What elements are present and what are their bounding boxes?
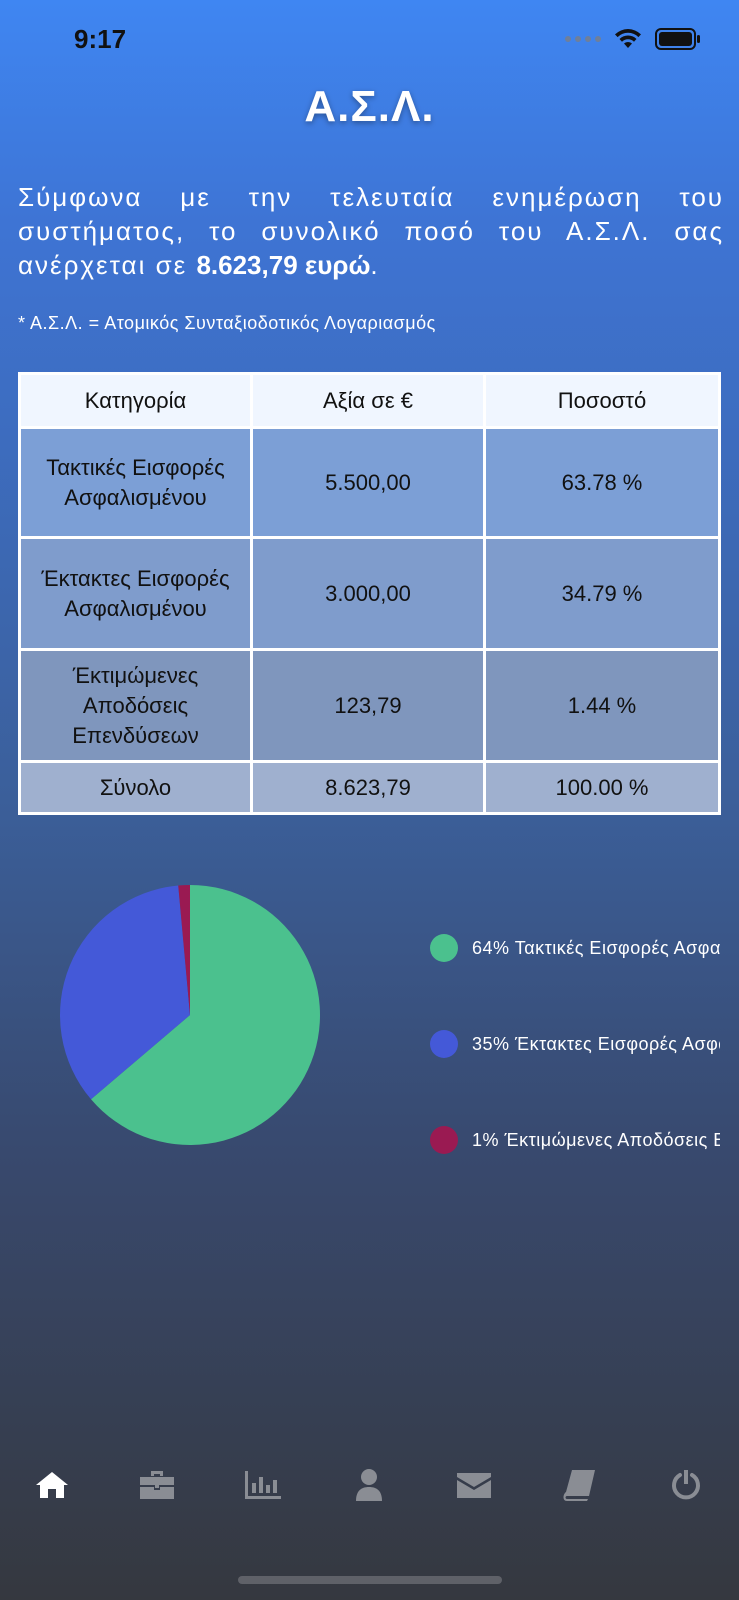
cell-category: Έκτακτες Εισφορές Ασφαλισμένου <box>18 536 253 651</box>
cell-category: Τακτικές Εισφορές Ασφαλισμένου <box>18 426 253 539</box>
table-row: Τακτικές Εισφορές Ασφαλισμένου 5.500,00 … <box>18 426 721 539</box>
pie-chart <box>60 885 320 1145</box>
legend-label: 64% Τακτικές Εισφορές Ασφαλισμένου <box>472 937 720 958</box>
cell-value: 3.000,00 <box>250 536 486 651</box>
book-icon <box>563 1470 595 1501</box>
user-icon <box>356 1469 382 1501</box>
cell-category: Έκτιμώμενες Αποδόσεις Επενδύσεων <box>18 648 253 763</box>
cell-total-percent: 100.00 % <box>483 760 721 815</box>
tab-portfolio[interactable] <box>132 1460 182 1510</box>
table-row: Έκτιμώμενες Αποδόσεις Επενδύσεων 123,79 … <box>18 648 721 763</box>
header-category: Κατηγορία <box>18 372 253 429</box>
table-row: Έκτακτες Εισφορές Ασφαλισμένου 3.000,00 … <box>18 536 721 651</box>
intro-text: Σύμφωνα με την τελευταία ενημέρωση του σ… <box>18 180 724 282</box>
legend-label: 35% Έκτακτες Εισφορές Ασφαλισμένου <box>472 1033 720 1054</box>
legend-swatch <box>430 1030 458 1058</box>
battery-icon <box>655 28 700 50</box>
power-icon <box>672 1470 700 1500</box>
cell-value: 5.500,00 <box>250 426 486 539</box>
cell-percent: 34.79 % <box>483 536 721 651</box>
legend-item: 1% Έκτιμώμενες Αποδόσεις Επενδύσεων <box>430 1092 720 1188</box>
envelope-icon <box>457 1473 491 1498</box>
tab-documents[interactable] <box>555 1460 605 1510</box>
header-value: Αξία σε € <box>250 372 486 429</box>
cell-percent: 1.44 % <box>483 648 721 763</box>
legend-item: 64% Τακτικές Εισφορές Ασφαλισμένου <box>430 900 720 996</box>
table-header-row: Κατηγορία Αξία σε € Ποσοστό <box>18 372 721 429</box>
bar-chart-icon <box>245 1471 281 1499</box>
tab-logout[interactable] <box>661 1460 711 1510</box>
breakdown-table: Κατηγορία Αξία σε € Ποσοστό Τακτικές Εισ… <box>18 372 721 815</box>
cell-total-label: Σύνολο <box>18 760 253 815</box>
tab-profile[interactable] <box>344 1460 394 1510</box>
legend-swatch <box>430 934 458 962</box>
cell-total-value: 8.623,79 <box>250 760 486 815</box>
cellular-signal-icon <box>565 36 601 42</box>
home-indicator[interactable] <box>238 1576 502 1584</box>
briefcase-icon <box>140 1471 174 1499</box>
pie-slice-2 <box>60 885 191 1100</box>
table-total-row: Σύνολο 8.623,79 100.00 % <box>18 760 721 815</box>
pie-slice-3 <box>178 885 190 1015</box>
wifi-icon <box>615 29 641 48</box>
tab-home[interactable] <box>27 1460 77 1510</box>
tab-bar <box>0 1460 739 1520</box>
pie-slice-1 <box>91 885 320 1145</box>
chart-legend: 64% Τακτικές Εισφορές Ασφαλισμένου 35% Έ… <box>430 900 720 1188</box>
tab-messages[interactable] <box>449 1460 499 1510</box>
legend-swatch <box>430 1126 458 1154</box>
tab-statistics[interactable] <box>238 1460 288 1510</box>
page-title: Α.Σ.Λ. <box>304 82 435 131</box>
intro-sentence: Σύμφωνα με την τελευταία ενημέρωση του σ… <box>18 182 724 280</box>
status-bar: 9:17 <box>0 0 739 80</box>
total-amount: 8.623,79 ευρώ <box>196 250 371 280</box>
status-time: 9:17 <box>74 24 127 54</box>
home-icon <box>36 1472 68 1498</box>
legend-label: 1% Έκτιμώμενες Αποδόσεις Επενδύσεων <box>472 1129 720 1150</box>
cell-percent: 63.78 % <box>483 426 721 539</box>
legend-item: 35% Έκτακτες Εισφορές Ασφαλισμένου <box>430 996 720 1092</box>
cell-value: 123,79 <box>250 648 486 763</box>
intro-suffix: . <box>370 250 380 280</box>
footnote: * Α.Σ.Λ. = Ατομικός Συνταξιοδοτικός Λογα… <box>18 313 436 333</box>
header-percent: Ποσοστό <box>483 372 721 429</box>
status-icons <box>565 28 701 50</box>
